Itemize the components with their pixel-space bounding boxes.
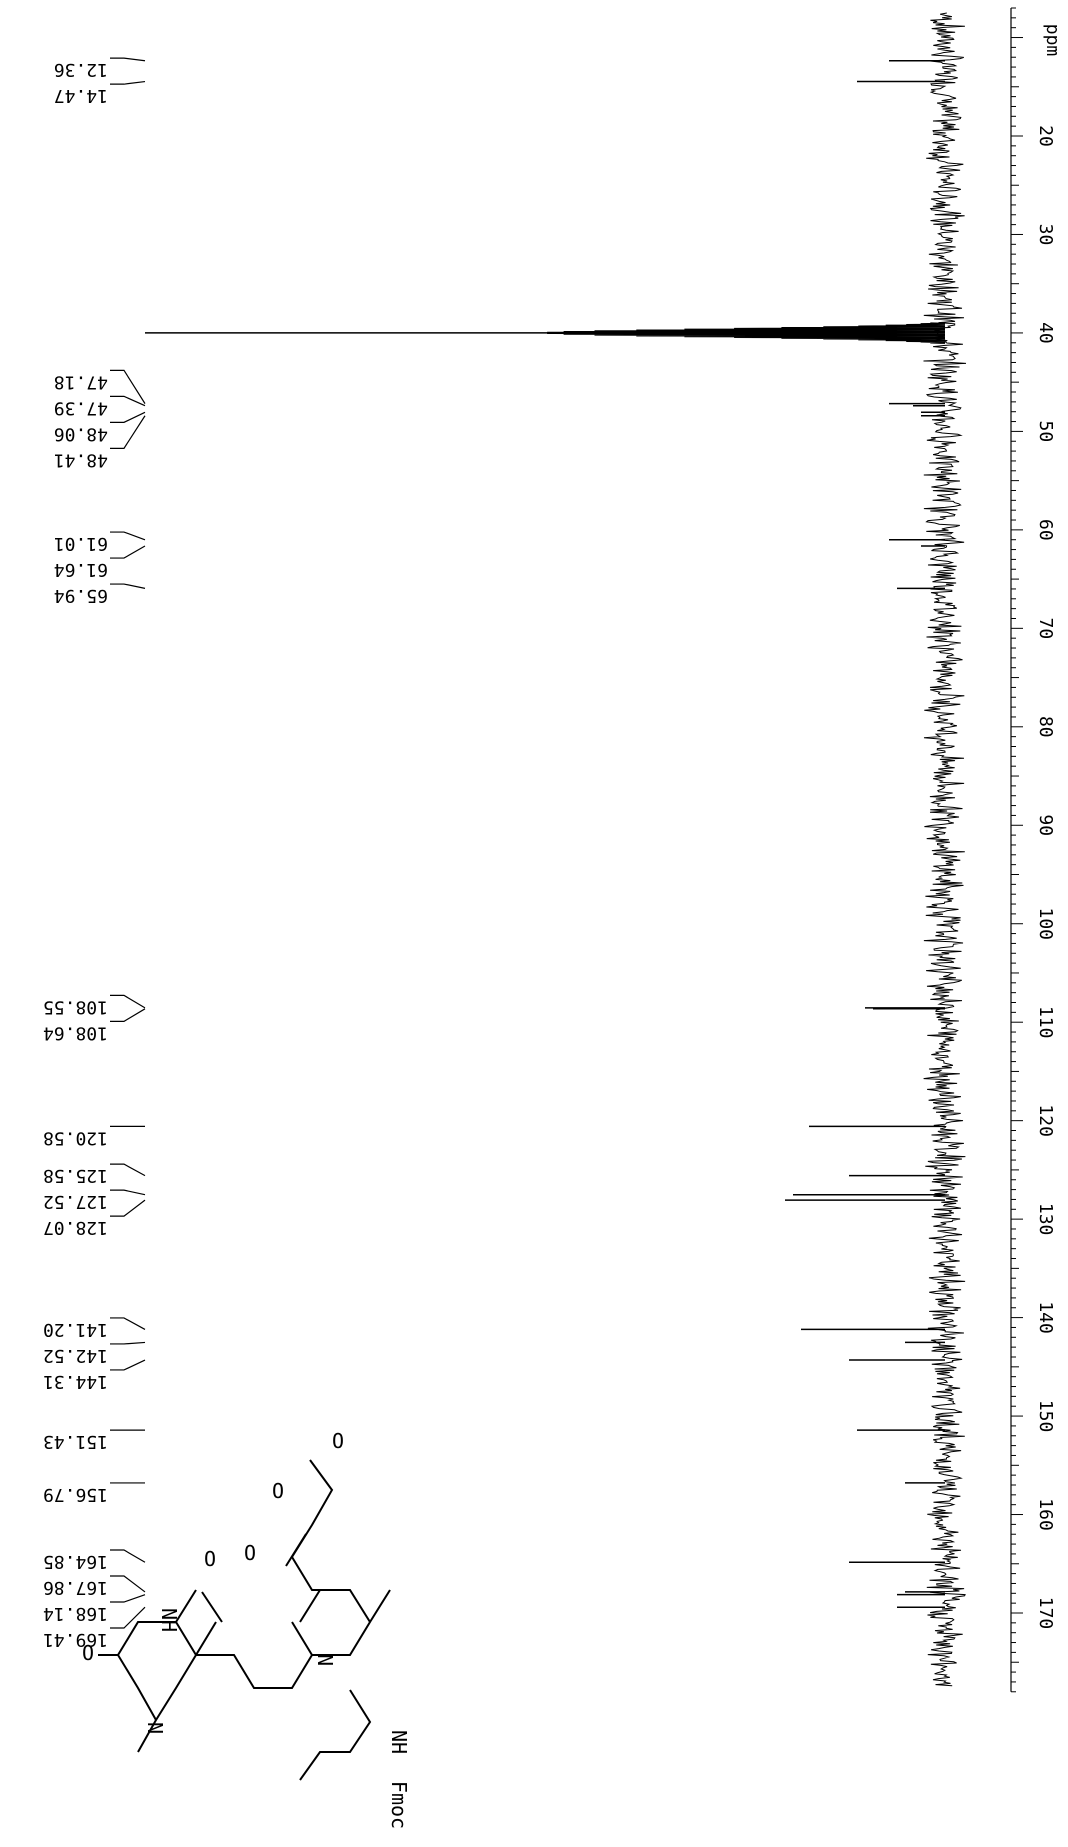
peak-label-leader	[110, 57, 146, 62]
ppm-axis-ticks	[1011, 7, 1023, 1693]
structure-atom-label: O	[332, 1429, 344, 1453]
peak-label: 128.07	[43, 1217, 108, 1238]
ppm-axis: 20 30 40 50 60 70 80 90 100 110 120 130 140 150 160 170…	[1010, 7, 1063, 1693]
peak-label: 108.64	[43, 1022, 108, 1043]
peak-label-leader	[110, 80, 146, 85]
structure-atom-label: O	[244, 1541, 256, 1565]
structure-atom-label: N	[313, 1654, 337, 1666]
structure-double-bonds	[201, 1533, 321, 1623]
peak-label: 120.58	[43, 1127, 108, 1148]
peak-label: 141.20	[43, 1319, 108, 1340]
ppm-axis-tick-label: 80	[1035, 716, 1056, 738]
structure-atom-label: O	[204, 1547, 216, 1571]
chemical-structure	[98, 1459, 391, 1781]
peak-label: 47.39	[54, 397, 108, 418]
structure-atom-label: NH	[387, 1730, 411, 1754]
peak-label-leader	[110, 545, 146, 559]
peak-label: 168.14	[43, 1603, 108, 1624]
peak-label: 127.52	[43, 1191, 108, 1212]
peak-label-leader	[110, 1317, 146, 1330]
peak-label: 61.01	[54, 533, 108, 554]
ppm-axis-tick-label: 40	[1035, 322, 1056, 344]
peak-label-list: 12.36 14.47 47.18 47.39 48.06 48.41 61.01 61.64…	[43, 57, 146, 1650]
peak-label-leader	[110, 531, 146, 541]
peak-label-leader	[110, 1199, 146, 1217]
peak-label-leader	[110, 1606, 146, 1629]
peak-label: 48.41	[54, 449, 108, 470]
peak-label-leader	[110, 1575, 146, 1593]
spectrum-noise-line	[923, 12, 967, 1687]
peak-label: 47.18	[54, 371, 108, 392]
ppm-axis-tick-label: 170	[1035, 1597, 1056, 1630]
peak-label-leader	[110, 1341, 146, 1345]
ppm-axis-tick-label: 110	[1035, 1006, 1056, 1039]
structure-atom-label: NH	[157, 1608, 181, 1632]
peak-label: 144.31	[43, 1371, 108, 1392]
structure-atom-label: O	[272, 1479, 284, 1503]
peak-label: 65.94	[54, 585, 108, 606]
peak-label: 61.64	[54, 559, 108, 580]
structure-atom-labels: O NH O N O N O O NH Fmoc	[82, 1429, 411, 1829]
ppm-axis-tick-label: 100	[1035, 907, 1056, 940]
peak-label-leader	[110, 994, 146, 1009]
structure-atom-label: O	[82, 1641, 94, 1665]
peak-label-leader	[110, 1163, 146, 1177]
peak-label-leader	[110, 395, 146, 407]
peak-label: 125.58	[43, 1165, 108, 1186]
ppm-axis-tick-label: 130	[1035, 1203, 1056, 1236]
peak-label: 167.86	[43, 1577, 108, 1598]
peak-label-leader	[110, 415, 146, 449]
structure-atom-label: Fmoc	[387, 1781, 411, 1829]
ppm-axis-tick-label: 140	[1035, 1301, 1056, 1334]
peak-label-leader	[110, 369, 146, 404]
peak-label: 12.36	[54, 59, 108, 80]
peak-label: 142.52	[43, 1345, 108, 1366]
ppm-axis-tick-label: 160	[1035, 1498, 1056, 1531]
ppm-axis-tick-label: 70	[1035, 617, 1056, 639]
ppm-axis-tick-label: 90	[1035, 814, 1056, 836]
ppm-axis-tick-label: 150	[1035, 1400, 1056, 1433]
peak-label-leader	[110, 583, 146, 589]
peak-label: 14.47	[54, 85, 108, 106]
ppm-axis-tick-label: 20	[1035, 125, 1056, 147]
ppm-axis-unit-label: ppm	[1042, 24, 1063, 57]
peak-label: 156.79	[43, 1484, 108, 1505]
structure-bonds	[98, 1459, 391, 1781]
peak-label-leader	[110, 1189, 146, 1196]
peak-label: 108.55	[43, 996, 108, 1017]
spectrum-peaks	[145, 60, 945, 1608]
ppm-axis-tick-labels: 20 30 40 50 60 70 80 90 100 110 120 130 140 150 160 170	[1035, 125, 1056, 1629]
ppm-axis-tick-label: 120	[1035, 1104, 1056, 1137]
peak-label-leader	[110, 411, 146, 423]
peak-label: 164.85	[43, 1551, 108, 1572]
peak-label-leader	[110, 1008, 146, 1022]
ppm-axis-tick-label: 60	[1035, 519, 1056, 541]
peak-label-leader	[110, 1359, 146, 1371]
peak-label-leader	[110, 1549, 146, 1563]
spectrum-noise-trace	[547, 12, 967, 1687]
peak-label: 169.41	[43, 1629, 108, 1650]
ppm-axis-tick-label: 50	[1035, 421, 1056, 443]
structure-atom-label: N	[143, 1722, 167, 1734]
peak-label-leader	[110, 1594, 146, 1603]
peak-label: 48.06	[54, 423, 108, 444]
peak-label: 151.43	[43, 1431, 108, 1452]
ppm-axis-tick-label: 30	[1035, 224, 1056, 246]
